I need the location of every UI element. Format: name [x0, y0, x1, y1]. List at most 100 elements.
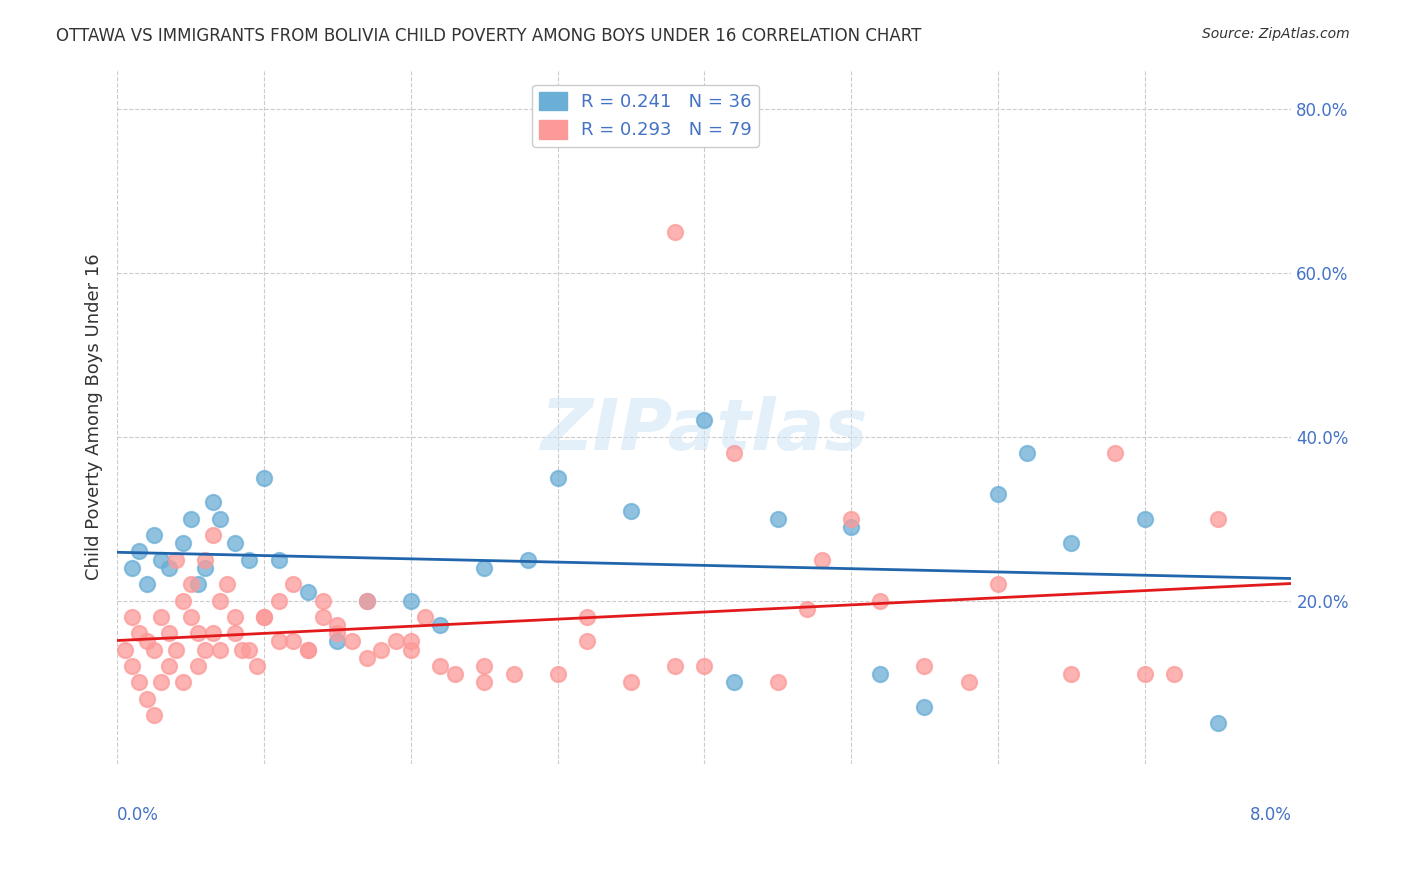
Point — [135, 577, 157, 591]
Point — [114, 642, 136, 657]
Point — [987, 577, 1010, 591]
Point — [766, 675, 789, 690]
Point — [356, 593, 378, 607]
Point — [194, 642, 217, 657]
Point — [267, 634, 290, 648]
Point — [810, 552, 832, 566]
Point — [253, 610, 276, 624]
Point — [340, 634, 363, 648]
Point — [796, 601, 818, 615]
Point — [246, 659, 269, 673]
Point — [283, 577, 305, 591]
Point — [575, 634, 598, 648]
Point — [194, 552, 217, 566]
Point — [472, 659, 495, 673]
Point — [869, 667, 891, 681]
Point — [429, 618, 451, 632]
Point — [356, 593, 378, 607]
Point — [224, 610, 246, 624]
Point — [121, 561, 143, 575]
Point — [385, 634, 408, 648]
Point — [201, 528, 224, 542]
Point — [547, 667, 569, 681]
Point — [283, 634, 305, 648]
Point — [370, 642, 392, 657]
Point — [157, 626, 180, 640]
Point — [172, 536, 194, 550]
Point — [201, 626, 224, 640]
Point — [224, 536, 246, 550]
Point — [194, 561, 217, 575]
Point — [914, 700, 936, 714]
Point — [1206, 716, 1229, 731]
Point — [208, 512, 231, 526]
Point — [326, 626, 349, 640]
Point — [142, 528, 165, 542]
Point — [172, 675, 194, 690]
Point — [142, 642, 165, 657]
Point — [253, 610, 276, 624]
Point — [121, 659, 143, 673]
Point — [267, 552, 290, 566]
Point — [429, 659, 451, 673]
Point — [326, 618, 349, 632]
Point — [187, 659, 209, 673]
Point — [121, 610, 143, 624]
Point — [987, 487, 1010, 501]
Point — [157, 561, 180, 575]
Point — [128, 675, 150, 690]
Point — [957, 675, 980, 690]
Point — [128, 626, 150, 640]
Y-axis label: Child Poverty Among Boys Under 16: Child Poverty Among Boys Under 16 — [86, 253, 103, 580]
Point — [575, 610, 598, 624]
Point — [238, 642, 260, 657]
Point — [399, 642, 422, 657]
Point — [312, 610, 335, 624]
Point — [1133, 667, 1156, 681]
Point — [1163, 667, 1185, 681]
Point — [517, 552, 540, 566]
Point — [150, 552, 173, 566]
Point — [472, 675, 495, 690]
Point — [172, 593, 194, 607]
Point — [135, 691, 157, 706]
Point — [1133, 512, 1156, 526]
Point — [1017, 446, 1039, 460]
Point — [297, 642, 319, 657]
Point — [839, 512, 862, 526]
Point — [297, 585, 319, 599]
Point — [547, 471, 569, 485]
Point — [620, 675, 643, 690]
Point — [267, 593, 290, 607]
Point — [1206, 512, 1229, 526]
Point — [217, 577, 239, 591]
Point — [415, 610, 437, 624]
Point — [1060, 536, 1083, 550]
Point — [231, 642, 253, 657]
Point — [253, 471, 276, 485]
Point — [187, 626, 209, 640]
Point — [201, 495, 224, 509]
Point — [723, 675, 745, 690]
Point — [766, 512, 789, 526]
Point — [1104, 446, 1126, 460]
Point — [142, 708, 165, 723]
Point — [869, 593, 891, 607]
Point — [472, 561, 495, 575]
Text: OTTAWA VS IMMIGRANTS FROM BOLIVIA CHILD POVERTY AMONG BOYS UNDER 16 CORRELATION : OTTAWA VS IMMIGRANTS FROM BOLIVIA CHILD … — [56, 27, 921, 45]
Point — [180, 610, 202, 624]
Point — [326, 634, 349, 648]
Text: 0.0%: 0.0% — [117, 806, 159, 824]
Point — [224, 626, 246, 640]
Point — [399, 634, 422, 648]
Point — [187, 577, 209, 591]
Point — [165, 642, 187, 657]
Point — [150, 675, 173, 690]
Point — [723, 446, 745, 460]
Point — [839, 520, 862, 534]
Point — [664, 225, 686, 239]
Point — [620, 503, 643, 517]
Point — [312, 593, 335, 607]
Point — [502, 667, 524, 681]
Point — [135, 634, 157, 648]
